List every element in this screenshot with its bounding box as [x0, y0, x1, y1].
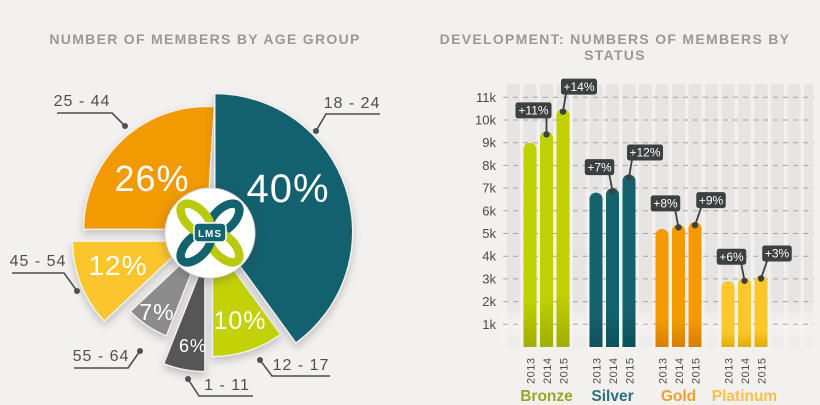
growth-badge: [584, 159, 615, 176]
growth-badge-label: +11%: [518, 104, 548, 118]
pie-slice-45-54: [71, 240, 192, 323]
background-stripe: [507, 84, 520, 347]
growth-badge-label: +9%: [699, 193, 724, 207]
x-axis-year-label: 2015: [757, 358, 769, 384]
background-stripe: [573, 84, 586, 347]
growth-badge-label: +7%: [587, 160, 612, 174]
pie-slice-callout-label: 1 - 11: [204, 377, 250, 394]
group-label-silver: Silver: [591, 388, 633, 405]
x-axis-year-label: 2015: [625, 358, 637, 384]
pie-value-label: 26%: [114, 158, 189, 199]
bar-silver-2013: [589, 192, 603, 347]
group-label-bronze: Bronze: [520, 388, 573, 405]
y-axis-tick-label: 10k: [475, 113, 496, 128]
growth-badge: [515, 102, 552, 119]
x-axis-year-label: 2013: [526, 358, 538, 384]
growth-badge: [650, 195, 681, 212]
callout-dot: [122, 123, 128, 129]
pie-value-label: 10%: [213, 307, 266, 335]
x-axis-year-label: 2014: [542, 358, 554, 384]
y-axis-tick-label: 11k: [476, 90, 496, 105]
pie-slice-callout-label: 45 - 54: [10, 253, 67, 270]
callout-dot: [185, 376, 191, 382]
background-stripe: [705, 84, 718, 347]
background-stripe: [721, 84, 735, 347]
y-axis-tick-label: 1k: [482, 317, 496, 332]
y-axis-tick-label: 6k: [482, 203, 496, 218]
pie-chart-title: NUMBER OF MEMBERS BY AGE GROUP: [49, 31, 361, 47]
callout-dot: [313, 128, 319, 134]
y-axis-tick-label: 9k: [482, 135, 496, 150]
pie-value-label: 40%: [246, 167, 329, 211]
bar-gold-2015: [688, 222, 702, 347]
x-axis-year-label: 2015: [559, 358, 571, 384]
growth-badge: [762, 245, 792, 262]
pie-slice-callout-label: 12 - 17: [273, 357, 330, 374]
growth-badge-label: +14%: [563, 80, 594, 94]
lms-logo: LMS: [164, 187, 256, 279]
bar-silver-2015: [622, 174, 636, 347]
y-axis-tick-label: 2k: [482, 294, 496, 309]
growth-badge: [561, 78, 597, 95]
group-label-gold: Gold: [661, 388, 696, 405]
pie-slice-callout-label: 18 - 24: [324, 95, 381, 112]
bar-platinum-2014: [738, 277, 751, 347]
callout-dot: [137, 348, 143, 354]
x-axis-year-label: 2013: [658, 358, 670, 384]
y-axis-tick-label: 7k: [482, 181, 496, 196]
growth-badge: [627, 144, 663, 161]
growth-badge: [696, 192, 726, 209]
x-axis-year-label: 2013: [592, 358, 604, 384]
bar-platinum-2013: [721, 281, 735, 347]
bar-silver-2014: [606, 188, 619, 347]
bar-bronze-2014: [540, 131, 553, 347]
group-label-platinum: Platinum: [712, 388, 777, 405]
bar-bronze-2013: [523, 142, 537, 347]
growth-badge: [716, 248, 747, 265]
growth-badge-label: +6%: [719, 250, 744, 264]
x-axis-year-label: 2014: [674, 358, 686, 384]
background-stripe: [804, 84, 813, 347]
y-axis-tick-label: 5k: [482, 226, 496, 241]
bar-gold-2013: [655, 228, 669, 347]
pie-value-label: 7%: [139, 299, 174, 325]
x-axis-year-label: 2015: [691, 358, 703, 384]
pie-slice-callout-label: 25 - 44: [54, 93, 111, 110]
y-axis-tick-label: 3k: [482, 271, 496, 286]
pie-slice-18-24: [214, 92, 354, 345]
x-axis-year-label: 2013: [724, 358, 736, 384]
bar-platinum-2015: [754, 275, 768, 347]
pie-slice-1-11: [162, 259, 206, 373]
age-group-pie-chart: 40% 10% 6%7% 12% 26% 18 - 24 12 - 17 1 - 11 55 -…: [10, 92, 381, 397]
x-axis-year-label: 2014: [608, 358, 620, 384]
bar-bronze-2015: [556, 108, 570, 348]
pie-slice-callout-label: 55 - 64: [73, 348, 130, 365]
logo-text: LMS: [198, 229, 222, 240]
pie-value-label: 6%: [179, 336, 207, 356]
background-stripe: [771, 84, 784, 347]
pie-value-label: 12%: [88, 250, 147, 281]
y-axis-tick-label: 4k: [482, 249, 496, 264]
growth-badge-label: +8%: [653, 197, 678, 211]
callout-dot: [74, 288, 80, 294]
bar-gold-2014: [672, 224, 685, 347]
bar-chart-title: DEVELOPMENT: NUMBERS OF MEMBERS BY STATU…: [439, 31, 791, 63]
callout-dot: [257, 357, 263, 363]
y-axis-tick-label: 8k: [482, 158, 496, 173]
growth-badge-label: +12%: [629, 146, 660, 160]
growth-badge-label: +3%: [765, 247, 790, 261]
background-stripe: [787, 84, 801, 347]
x-axis-year-label: 2014: [740, 358, 752, 384]
status-bar-chart: 1k 2k 3k 4k 5k 6k 7k 8k 9k 10k 11k 2013 2014 2015 Bron…: [475, 78, 815, 405]
